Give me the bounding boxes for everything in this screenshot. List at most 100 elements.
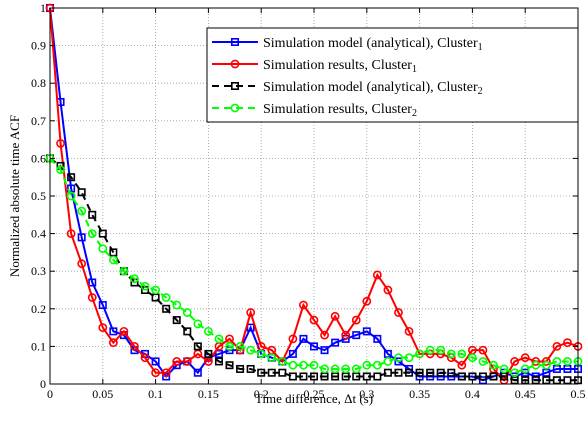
series-group: [45, 3, 583, 385]
series-2-point: [130, 341, 139, 351]
series-4-point: [277, 357, 287, 366]
series-2-point: [309, 315, 319, 325]
x-tick-label: 0.45: [515, 387, 536, 401]
y-tick-label: 0.3: [31, 264, 46, 278]
series-3-point: [394, 368, 403, 377]
series-1-point: [362, 327, 371, 336]
series-4-point: [214, 334, 224, 344]
series-3-point: [542, 376, 551, 385]
y-tick-label: 0.7: [31, 114, 46, 128]
series-3-point: [478, 372, 487, 381]
series-4-point: [383, 357, 393, 366]
series-4-point: [436, 345, 446, 355]
legend-label: Simulation model (analytical), Cluster1: [263, 36, 483, 53]
legend: Simulation model (analytical), Cluster1 S…: [206, 27, 579, 123]
y-axis-title: Normalized absolute time ACF: [7, 115, 22, 277]
series-3-point: [162, 304, 171, 313]
series-2-point: [77, 259, 87, 269]
series-1-point: [98, 301, 107, 310]
series-3-point: [172, 316, 181, 325]
legend-label-subscript: 1: [478, 42, 483, 53]
tick-labels: 0 0.05 0.1 0.15 0.2 0.25 0.3 0.35 0.4 0.45 0.5 0 0.1…: [31, 1, 586, 401]
series-2-point: [172, 357, 182, 366]
series-1-point: [299, 334, 308, 343]
series-4-point: [446, 349, 456, 359]
series-4-point: [552, 357, 562, 366]
y-tick-label: 0.8: [31, 76, 46, 90]
series-2-point: [362, 296, 372, 306]
tick-marks: [49, 7, 579, 385]
series-2-point: [404, 326, 414, 336]
series-1-point: [88, 278, 97, 287]
series-4-point: [563, 357, 572, 366]
series-4-point: [119, 266, 129, 276]
series-2-point: [351, 315, 361, 325]
series-4-point: [203, 326, 213, 336]
series-2-point: [87, 293, 97, 302]
legend-marker: [231, 82, 240, 91]
series-2-point: [394, 308, 403, 317]
series-4-point: [457, 349, 467, 359]
legend-entry-4: Simulation results, Cluster2: [212, 102, 417, 119]
y-tick-label: 0.1: [31, 339, 46, 353]
series-2-point: [320, 330, 329, 340]
x-tick-label: 0.35: [409, 387, 430, 401]
series-2-point: [56, 138, 65, 148]
legend-label: Simulation results, Cluster1: [263, 58, 417, 75]
series-3-point: [278, 368, 287, 377]
series-2-point: [108, 338, 118, 348]
series-4-point: [299, 360, 308, 370]
x-tick-label: 0.5: [571, 387, 586, 401]
series-3-point: [193, 342, 202, 351]
y-tick-label: 0.2: [31, 302, 46, 316]
series-1-point: [77, 233, 86, 242]
series-4-point: [478, 357, 488, 366]
series-4-point: [499, 364, 509, 374]
series-2-point: [119, 326, 129, 336]
legend-label-subscript: 1: [412, 64, 417, 75]
series-2-point: [140, 353, 150, 363]
series-2-point: [372, 270, 382, 280]
series-3-point: [489, 372, 498, 381]
y-tick-label: 0: [40, 377, 46, 391]
series-1-point: [394, 357, 403, 366]
series-2-point: [98, 323, 108, 332]
x-tick-label: 0.25: [304, 387, 325, 401]
series-3-point: [98, 229, 107, 238]
series-4-point: [510, 368, 520, 378]
series-4-point: [235, 341, 245, 351]
series-4-point: [77, 206, 87, 216]
series-4-point: [330, 364, 340, 374]
x-tick-label: 0.2: [254, 387, 269, 401]
series-1-point: [331, 338, 340, 347]
series-2-point: [520, 353, 530, 363]
series-3-point: [288, 372, 297, 381]
series-2-point: [246, 308, 256, 317]
series-3-point: [436, 368, 445, 377]
series-4-point: [182, 308, 192, 317]
y-tick-label: 0.4: [31, 227, 46, 241]
series-2-point: [182, 357, 192, 366]
series-3-point: [88, 210, 97, 219]
series-2-point: [510, 357, 520, 366]
series-2-point: [161, 368, 171, 378]
series-4-point: [246, 345, 256, 355]
series-1-point: [320, 346, 329, 355]
series-4-point: [130, 274, 139, 284]
x-tick-label: 0.15: [198, 387, 219, 401]
series-4: [45, 153, 583, 378]
series-2-point: [151, 368, 160, 378]
series-4-point: [531, 360, 541, 370]
series-4-point: [193, 319, 203, 329]
legend-label: Simulation results, Cluster2: [263, 102, 417, 119]
series-3-point: [267, 368, 276, 377]
series-4-point: [140, 281, 150, 291]
legend-entry-1: Simulation model (analytical), Cluster1: [212, 36, 483, 53]
series-4-point: [108, 255, 118, 265]
series-4-point: [56, 165, 65, 175]
x-tick-label: 0.1: [148, 387, 163, 401]
series-2-point: [541, 357, 551, 366]
series-1-point: [521, 368, 530, 377]
series-2-point: [66, 229, 76, 238]
series-3-point: [225, 361, 234, 370]
